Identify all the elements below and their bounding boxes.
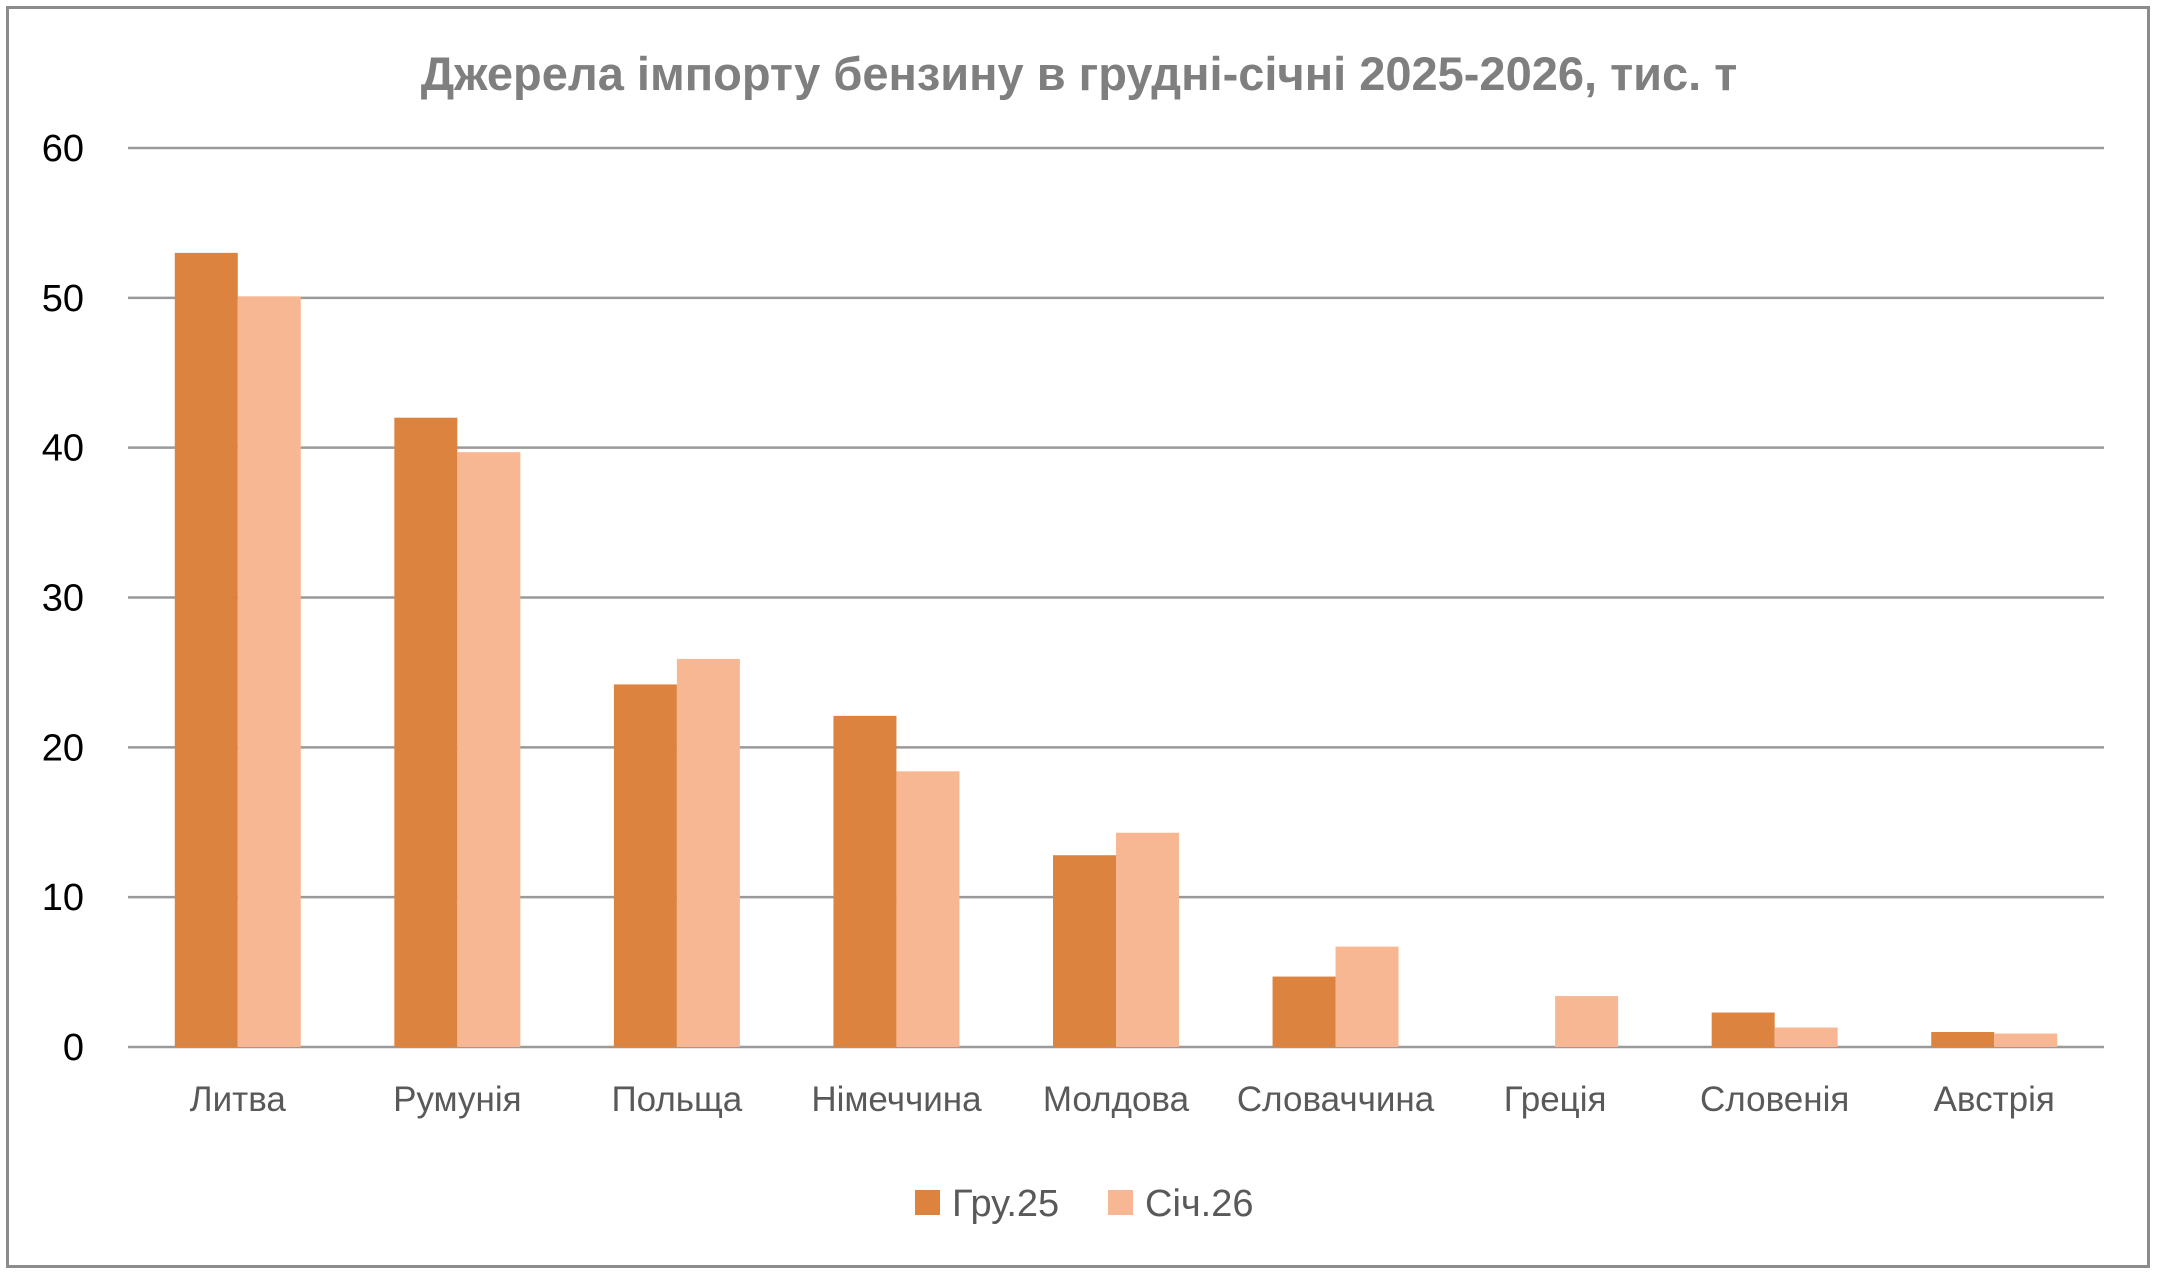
y-tick-label: 0 [63, 1027, 84, 1069]
bar [1994, 1033, 2058, 1047]
bar [237, 296, 301, 1048]
y-tick-label: 40 [42, 428, 84, 470]
bars [174, 252, 2058, 1048]
bar [394, 417, 458, 1047]
bar [1555, 996, 1619, 1047]
bar [1053, 855, 1116, 1047]
x-tick-label: Литва [190, 1080, 287, 1119]
chart-title: Джерела імпорту бензину в грудні-січні 2… [421, 47, 1738, 100]
legend-label: Гру.25 [952, 1183, 1059, 1225]
x-tick-label: Польща [611, 1080, 742, 1119]
bar [833, 715, 897, 1047]
bar [613, 684, 677, 1047]
bar [1335, 946, 1399, 1047]
y-tick-label: 20 [42, 727, 84, 769]
bar [1931, 1032, 1995, 1047]
y-axis-tick-labels: 0 10 20 30 40 50 60 [42, 128, 84, 1069]
bar [1711, 1012, 1775, 1047]
bar [1272, 976, 1336, 1047]
bar [1116, 832, 1179, 1047]
x-tick-label: Румунія [393, 1080, 521, 1119]
x-tick-label: Австрія [1934, 1080, 2055, 1119]
x-tick-label: Німеччина [811, 1080, 982, 1119]
legend-swatch [915, 1190, 940, 1215]
y-tick-label: 50 [42, 278, 84, 320]
bar [676, 658, 740, 1047]
y-tick-label: 60 [42, 128, 84, 170]
chart-frame [6, 6, 2150, 1268]
legend: Гру.25 Січ.26 [915, 1183, 1254, 1225]
x-axis-tick-labels: Литва Румунія Польща Німеччина Молдова Словач… [190, 1080, 2055, 1119]
bar [174, 252, 238, 1048]
x-tick-label: Молдова [1043, 1080, 1190, 1119]
y-tick-label: 30 [42, 578, 84, 620]
x-tick-label: Греція [1504, 1080, 1607, 1119]
bar [457, 452, 521, 1048]
bar [896, 771, 960, 1047]
bar [1774, 1027, 1838, 1047]
y-tick-label: 10 [42, 877, 84, 919]
legend-swatch [1108, 1190, 1133, 1215]
x-tick-label: Словенія [1700, 1080, 1849, 1119]
legend-label: Січ.26 [1145, 1183, 1254, 1225]
x-tick-label: Словаччина [1237, 1080, 1435, 1119]
